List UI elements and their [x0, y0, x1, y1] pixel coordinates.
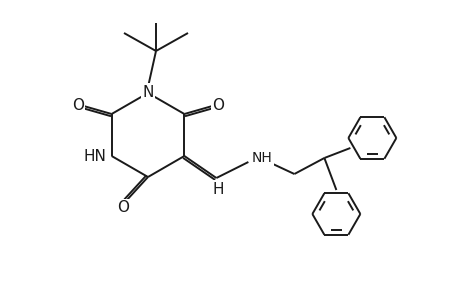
- Text: O: O: [212, 98, 224, 112]
- Text: H: H: [212, 182, 224, 196]
- Text: NH: NH: [251, 151, 272, 165]
- Text: O: O: [72, 98, 84, 112]
- Text: O: O: [117, 200, 129, 215]
- Text: HN: HN: [84, 148, 106, 164]
- Text: N: N: [142, 85, 153, 100]
